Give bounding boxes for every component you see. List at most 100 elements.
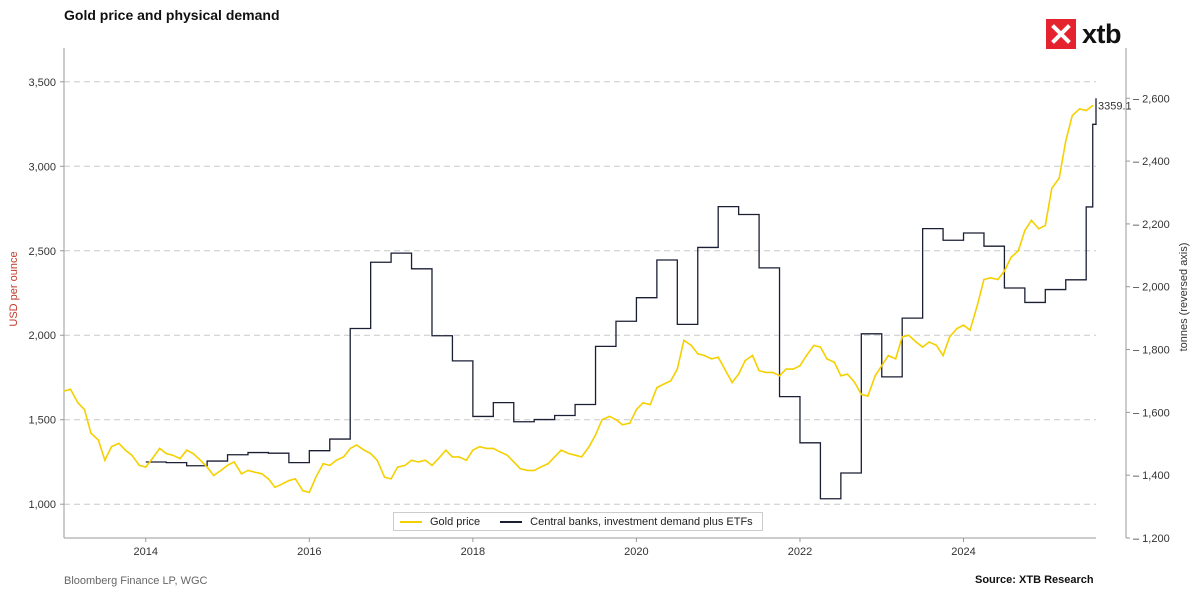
- gold-point-10: [131, 454, 133, 457]
- gold-point-108: [799, 364, 801, 367]
- right-tick-label-0: – 1,200: [1133, 533, 1170, 545]
- right-tick-label-6: – 2,400: [1133, 156, 1170, 168]
- gold-point-36: [308, 491, 311, 494]
- left-axis-label: USD per ounce: [8, 251, 20, 326]
- gold-point-122: [894, 358, 897, 360]
- gold-point-141: [1024, 229, 1026, 232]
- gold-point-114: [840, 374, 842, 377]
- gold-point-129: [942, 354, 944, 357]
- right-axis-label: tonnes (reversed axis): [1178, 243, 1190, 352]
- gold-point-90: [676, 368, 679, 370]
- gold-point-89: [669, 380, 672, 382]
- gold-point-98: [731, 381, 733, 384]
- gold-point-42: [349, 447, 352, 450]
- left-tick-label-2: 2,000: [28, 330, 56, 342]
- gold-point-37: [315, 476, 317, 478]
- gold-point-137: [997, 278, 999, 281]
- gold-point-9: [124, 449, 127, 451]
- gold-point-140: [1017, 249, 1020, 252]
- gold-point-35: [301, 489, 304, 492]
- gold-point-123: [901, 336, 903, 338]
- gold-point-110: [813, 344, 815, 347]
- gold-point-99: [737, 373, 740, 375]
- x-tick-label-4: 2022: [788, 546, 812, 558]
- gold-point-124: [907, 334, 910, 337]
- gold-point-107: [792, 368, 795, 370]
- gold-point-47: [383, 476, 386, 478]
- gold-point-121: [887, 354, 890, 357]
- legend-swatch-gold: [400, 520, 422, 523]
- gold-point-24: [226, 464, 229, 467]
- gold-point-46: [376, 459, 378, 462]
- gold-point-131: [956, 327, 958, 330]
- gold-point-142: [1030, 219, 1033, 222]
- gold-point-138: [1003, 270, 1006, 272]
- gold-point-31: [274, 486, 276, 489]
- gold-point-94: [703, 354, 706, 357]
- gold-point-2: [77, 402, 79, 404]
- gold-point-143: [1037, 227, 1040, 230]
- gold-point-113: [833, 361, 836, 364]
- gold-point-23: [220, 469, 222, 472]
- gold-point-67: [519, 467, 522, 470]
- gold-point-82: [621, 423, 624, 426]
- gold-point-16: [171, 454, 174, 457]
- x-tick-label-1: 2016: [297, 546, 321, 558]
- gold-point-132: [962, 324, 965, 326]
- gold-point-21: [206, 466, 208, 468]
- gold-point-62: [485, 447, 488, 450]
- gold-point-39: [328, 464, 331, 467]
- gold-point-84: [635, 408, 638, 411]
- gold-point-120: [880, 364, 883, 367]
- gold-point-68: [526, 469, 529, 472]
- gold-point-144: [1044, 224, 1047, 227]
- chart-legend: Gold price Central banks, investment dem…: [393, 512, 763, 531]
- gold-point-56: [445, 449, 447, 451]
- gold-point-151: [1091, 104, 1094, 107]
- gold-point-53: [424, 459, 427, 462]
- right-tick-label-2: – 1,600: [1133, 407, 1170, 419]
- gold-point-102: [758, 369, 760, 372]
- gold-point-77: [588, 445, 590, 448]
- gold-point-117: [860, 393, 863, 396]
- right-tick-label-3: – 1,800: [1133, 345, 1170, 357]
- xtb-x-logo-icon: [1046, 19, 1076, 49]
- gold-point-20: [199, 459, 202, 462]
- gold-point-85: [642, 402, 644, 404]
- gold-point-33: [288, 479, 290, 482]
- chart-title: Gold price and physical demand: [64, 7, 280, 23]
- gold-point-6: [104, 459, 106, 462]
- gold-point-19: [192, 452, 195, 455]
- gold-point-44: [363, 449, 365, 451]
- gold-point-83: [629, 422, 631, 424]
- gold-point-95: [710, 358, 713, 360]
- gold-point-87: [656, 386, 658, 389]
- gold-point-119: [874, 374, 877, 377]
- gold-point-30: [267, 478, 270, 480]
- gold-point-118: [867, 395, 869, 397]
- gold-point-5: [97, 439, 100, 441]
- gold-point-72: [553, 456, 556, 458]
- legend-item-gold: Gold price: [400, 516, 480, 528]
- gold-point-115: [846, 373, 849, 375]
- legend-item-demand: Central banks, investment demand plus ET…: [500, 516, 753, 528]
- logo-text: xtb: [1082, 18, 1122, 49]
- gold-point-139: [1010, 256, 1012, 259]
- gold-point-22: [212, 474, 215, 477]
- gold-point-96: [717, 356, 719, 359]
- gold-point-106: [785, 368, 787, 370]
- gold-point-18: [185, 449, 188, 451]
- gold-point-79: [601, 418, 603, 421]
- gold-point-91: [683, 339, 685, 342]
- gold-point-130: [948, 336, 951, 338]
- gold-point-45: [369, 452, 372, 455]
- last-value-label: 3359.1: [1098, 101, 1132, 113]
- x-tick-label-3: 2020: [624, 546, 648, 558]
- gold-point-80: [608, 415, 611, 418]
- footer-source-research: Source: XTB Research: [975, 574, 1094, 586]
- gold-point-61: [478, 445, 481, 448]
- gold-point-145: [1051, 187, 1053, 190]
- gold-point-60: [472, 449, 474, 451]
- gold-point-112: [826, 358, 828, 360]
- x-tick-label-5: 2024: [951, 546, 975, 558]
